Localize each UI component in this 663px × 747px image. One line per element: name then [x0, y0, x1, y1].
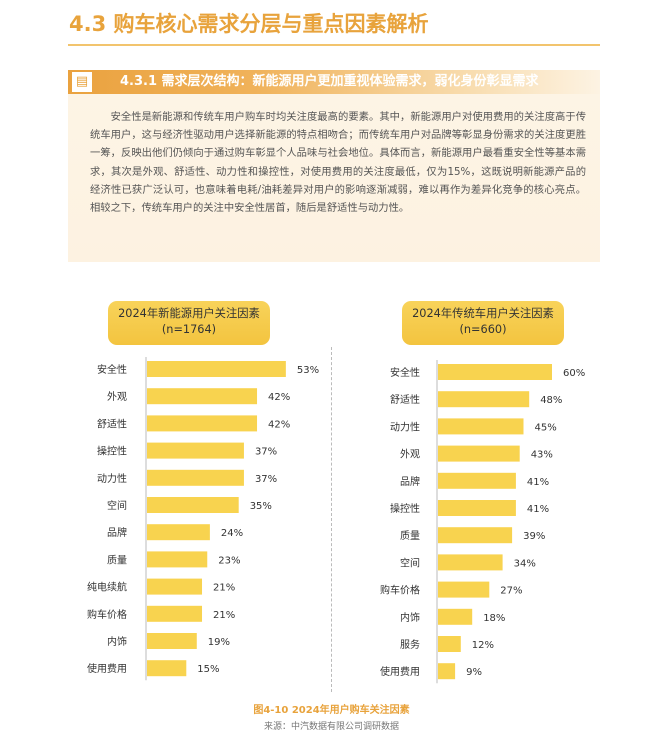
left-bar — [147, 361, 286, 377]
right-bar — [438, 663, 456, 680]
right-value-label: 41% — [527, 504, 549, 515]
left-bar — [147, 551, 208, 568]
right-category-label: 安全性 — [390, 366, 420, 379]
left-category-label: 外观 — [107, 391, 127, 403]
left-value-label: 37% — [255, 474, 277, 485]
left-category-label: 内饰 — [107, 635, 127, 648]
left-value-label: 53% — [297, 365, 319, 376]
section-title: 4.3 购车核心需求分层与重点因素解析 — [69, 12, 429, 36]
summary-paragraph: 安全性是新能源和传统车用户购车时均关注度最高的要素。其中，新能源用户对使用费用的… — [90, 111, 586, 215]
right-category-label: 使用费用 — [380, 665, 420, 678]
right-bar — [438, 581, 490, 598]
right-bar — [438, 445, 520, 462]
document-icon: ▤ — [72, 72, 92, 92]
right-bar — [438, 391, 530, 408]
left-category-label: 质量 — [107, 554, 127, 566]
left-value-label: 23% — [218, 555, 240, 566]
left-category-label: 品牌 — [107, 526, 127, 539]
right-value-label: 18% — [483, 613, 505, 624]
right-bar — [438, 472, 516, 489]
left-bar — [147, 415, 258, 432]
left-value-label: 42% — [268, 392, 290, 403]
left-bar — [147, 388, 258, 405]
left-bar — [147, 633, 197, 649]
right-category-label: 品牌 — [400, 475, 420, 488]
left-value-label: 15% — [197, 664, 219, 675]
subsection-header: ▤ 4.3.1 需求层次结构：新能源用户更加重视体验需求，弱化身份彰显需求 — [68, 70, 600, 94]
right-bar — [438, 554, 503, 571]
chart-divider — [331, 347, 332, 692]
right-category-label: 外观 — [400, 449, 420, 461]
right-category-label: 动力性 — [390, 420, 420, 433]
right-category-label: 空间 — [400, 556, 420, 569]
right-value-label: 60% — [563, 368, 585, 379]
left-value-label: 24% — [221, 528, 243, 539]
left-value-label: 21% — [213, 610, 235, 621]
right-value-label: 34% — [514, 558, 536, 569]
left-bar — [147, 660, 187, 677]
figure-source: 来源：中汽数据有限公司调研数据 — [263, 722, 399, 732]
left-category-label: 纯电续航 — [87, 581, 127, 594]
right-bar — [438, 608, 473, 625]
right-category-label: 操控性 — [390, 502, 420, 515]
left-bar — [147, 469, 244, 486]
right-value-label: 45% — [535, 422, 557, 433]
right-chart-title: 2024年传统车用户关注因素 — [412, 307, 554, 320]
right-bar — [438, 636, 461, 652]
left-value-label: 35% — [250, 501, 272, 512]
right-chart-sample-size: (n=660) — [459, 323, 507, 336]
right-bar — [438, 364, 552, 380]
left-value-label: 21% — [213, 583, 235, 594]
left-bar — [147, 497, 239, 513]
right-bar — [438, 527, 513, 544]
right-bar — [438, 500, 516, 516]
title-underline — [68, 44, 600, 46]
right-value-label: 9% — [466, 667, 482, 678]
right-category-label: 服务 — [400, 638, 420, 651]
figure-caption: 图4-10 2024年用户购车关注因素 — [253, 705, 410, 716]
left-category-label: 购车价格 — [87, 608, 127, 621]
left-category-label: 舒适性 — [97, 417, 127, 430]
summary-box: 安全性是新能源和传统车用户购车时均关注度最高的要素。其中，新能源用户对使用费用的… — [68, 94, 600, 262]
left-category-label: 安全性 — [97, 363, 127, 376]
left-value-label: 42% — [268, 419, 290, 430]
left-bar — [147, 524, 210, 541]
right-value-label: 43% — [531, 450, 553, 461]
right-category-label: 质量 — [400, 530, 420, 542]
left-category-label: 操控性 — [97, 445, 127, 458]
left-category-label: 空间 — [107, 499, 127, 512]
left-bar — [147, 578, 203, 595]
right-value-label: 48% — [540, 395, 562, 406]
left-value-label: 37% — [255, 447, 277, 458]
right-bar — [438, 418, 524, 435]
right-value-label: 41% — [527, 477, 549, 488]
left-bar — [147, 442, 244, 459]
left-chart-title: 2024年新能源用户关注因素 — [118, 307, 260, 320]
left-chart-title-panel: 2024年新能源用户关注因素 (n=1764) — [108, 301, 270, 345]
left-category-label: 动力性 — [97, 472, 127, 485]
right-value-label: 39% — [523, 531, 545, 542]
right-chart-title-panel: 2024年传统车用户关注因素 (n=660) — [402, 301, 564, 345]
right-value-label: 27% — [500, 586, 522, 597]
left-bar — [147, 605, 203, 622]
right-category-label: 购车价格 — [380, 584, 420, 597]
right-category-label: 内饰 — [400, 611, 420, 624]
left-category-label: 使用费用 — [87, 662, 127, 675]
right-value-label: 12% — [472, 640, 494, 651]
left-value-label: 19% — [208, 637, 230, 648]
left-chart-sample-size: (n=1764) — [161, 323, 217, 336]
subsection-title: 4.3.1 需求层次结构：新能源用户更加重视体验需求，弱化身份彰显需求 — [120, 74, 539, 89]
right-category-label: 舒适性 — [390, 393, 420, 406]
